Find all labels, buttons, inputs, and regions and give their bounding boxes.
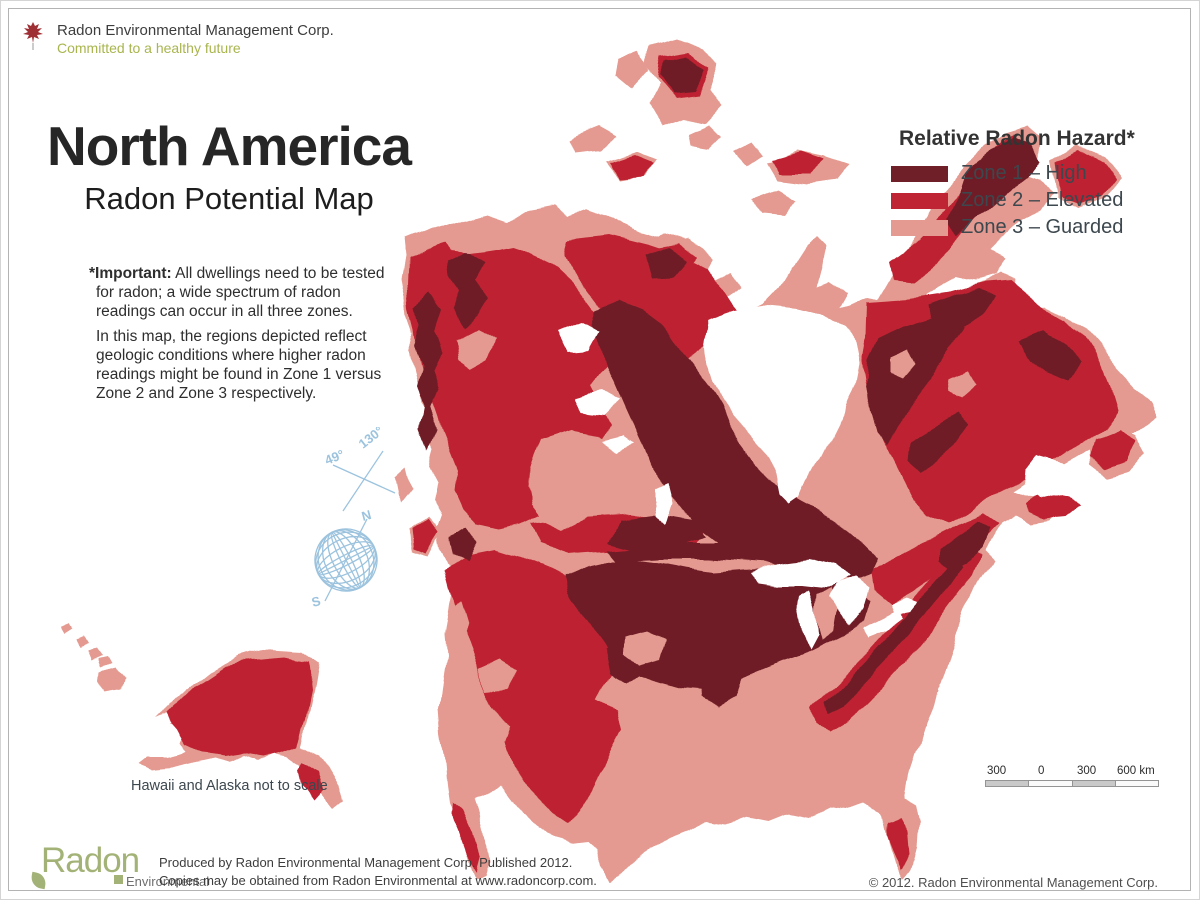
scale-label-2: 300	[1077, 765, 1097, 777]
zone3-label: Zone 3 – Guarded	[961, 216, 1124, 238]
page-title: North America	[47, 115, 412, 177]
important-note: *Important: All dwellings need to be tes…	[89, 264, 401, 403]
globe-compass-graphic: 130° 49° N S	[310, 427, 396, 610]
logo-square-icon	[114, 875, 123, 884]
footer-line-1: Produced by Radon Environmental Manageme…	[159, 855, 573, 870]
note-paragraph-1: *Important: All dwellings need to be tes…	[89, 264, 401, 321]
hudson-bay	[705, 305, 861, 505]
scale-bar-graphic	[985, 780, 1159, 787]
zone2-label: Zone 2 – Elevated	[961, 189, 1124, 211]
company-name: Radon Environmental Management Corp.	[57, 22, 334, 39]
scale-label-1: 0	[1038, 765, 1045, 777]
legend-title: Relative Radon Hazard*	[899, 127, 1135, 150]
scale-label-3: 600 km	[1117, 765, 1155, 777]
radon-potential-map	[59, 37, 1157, 885]
gulf-st-lawrence	[1027, 455, 1079, 498]
zone2-swatch	[891, 192, 948, 209]
scale-segment	[1072, 781, 1116, 786]
zone1-label: Zone 1 – High	[961, 162, 1087, 184]
company-tagline: Committed to a healthy future	[57, 40, 241, 56]
footer-credits: Produced by Radon Environmental Manageme…	[159, 854, 597, 890]
appalachian-ridge	[824, 558, 965, 714]
radon-environmental-logo: Radon Environmental	[29, 841, 209, 895]
title-block: North America Radon Potential Map	[45, 114, 413, 217]
latitude-label: 49°	[323, 447, 347, 468]
note-paragraph-2: In this map, the regions depicted reflec…	[96, 328, 382, 402]
globe-wireframe	[314, 528, 378, 592]
legend-item-zone3: Zone 3 – Guarded	[891, 214, 1135, 241]
zone3-swatch	[891, 219, 948, 236]
zone1-swatch	[891, 165, 948, 182]
zone1-regions	[415, 54, 1081, 714]
scale-segment	[1029, 781, 1073, 786]
legend: Relative Radon Hazard* Zone 1 – High Zon…	[891, 127, 1135, 241]
logo-wordmark: Radon	[41, 841, 140, 880]
legend-item-zone2: Zone 2 – Elevated	[891, 187, 1135, 214]
note-text-1: All dwellings need to be tested for rado…	[96, 265, 385, 320]
north-label: N	[360, 507, 373, 524]
canadian-shield-arc	[590, 300, 877, 582]
zone3-patches	[439, 220, 975, 690]
legend-item-zone1: Zone 1 – High	[891, 160, 1135, 187]
logo-subtext: Environmental	[126, 874, 210, 889]
scale-label-0: 300	[987, 765, 1007, 777]
scale-segment	[1115, 781, 1158, 786]
page-subtitle: Radon Potential Map	[84, 181, 374, 216]
scale-bar: 300 0 300 600 km	[985, 765, 1167, 791]
footer-line-2: Copies may be obtained from Radon Enviro…	[159, 873, 597, 888]
maple-leaf-icon	[23, 22, 43, 50]
copyright-text: © 2012. Radon Environmental Management C…	[868, 875, 1158, 890]
note-label: *Important:	[89, 265, 172, 282]
inset-scale-note: Hawaii and Alaska not to scale	[131, 778, 328, 794]
great-lakes	[751, 558, 919, 650]
scale-segment	[986, 781, 1030, 786]
south-label: S	[310, 593, 323, 610]
longitude-label: 130°	[356, 427, 386, 451]
water-bodies	[557, 242, 1079, 650]
poster-border: Radon Environmental Management Corp. Com…	[8, 8, 1191, 891]
hawaii-inset	[59, 622, 124, 693]
